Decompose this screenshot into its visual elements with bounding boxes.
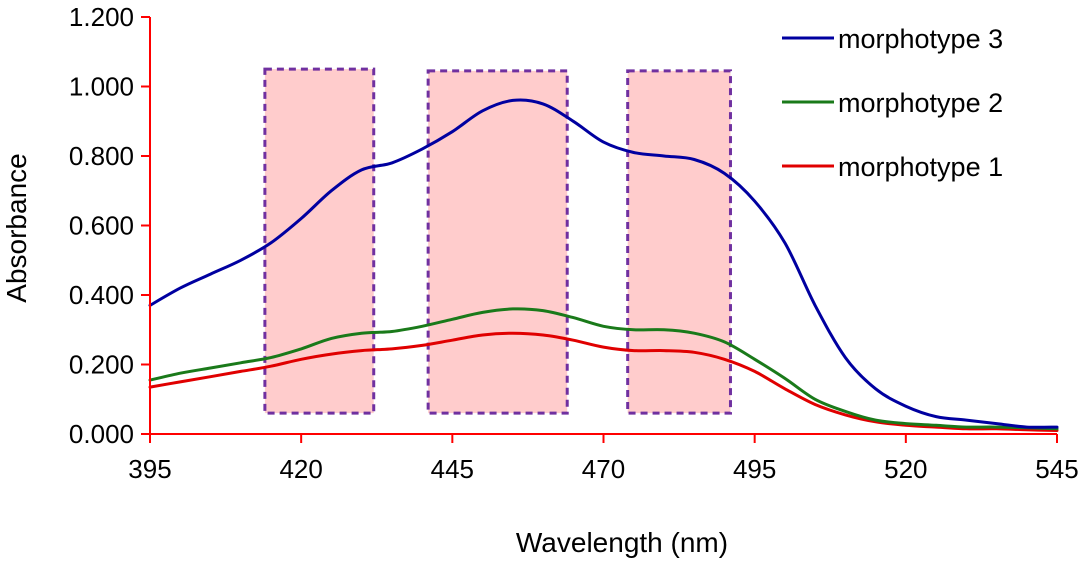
x-tick-label-495: 495 bbox=[733, 454, 776, 484]
shaded-box-2 bbox=[426, 69, 569, 415]
series-line-morphotype-1 bbox=[148, 331, 1059, 432]
x-tick-label-520: 520 bbox=[884, 454, 927, 484]
legend-label-morphotype-3: morphotype 3 bbox=[838, 24, 1003, 54]
x-ticks: 395 420 445 470 495 520 545 bbox=[128, 434, 1079, 484]
series-line-morphotype-2 bbox=[148, 307, 1059, 431]
series-line-morphotype-3 bbox=[148, 98, 1059, 429]
y-axis-title: Absorbance bbox=[1, 153, 32, 302]
legend: morphotype 3 morphotype 2 morphotype 1 bbox=[782, 24, 1003, 182]
x-axis-title: Wavelength (nm) bbox=[516, 527, 728, 558]
y-tick-label-1.000: 1.000 bbox=[69, 72, 134, 102]
legend-label-morphotype-1: morphotype 1 bbox=[838, 152, 1003, 182]
x-tick-label-470: 470 bbox=[582, 454, 625, 484]
y-tick-label-0.000: 0.000 bbox=[69, 419, 134, 449]
series-lines bbox=[148, 98, 1059, 432]
x-tick-label-395: 395 bbox=[128, 454, 171, 484]
y-tick-label-0.400: 0.400 bbox=[69, 280, 134, 310]
x-tick-label-545: 545 bbox=[1035, 454, 1078, 484]
shaded-box-1 bbox=[263, 67, 376, 415]
y-ticks: 0.000 0.200 0.400 0.600 0.800 1.000 1.200 bbox=[69, 2, 150, 449]
shaded-box-3 bbox=[626, 69, 732, 415]
legend-label-morphotype-2: morphotype 2 bbox=[838, 88, 1003, 118]
y-tick-label-1.200: 1.200 bbox=[69, 2, 134, 32]
y-tick-label-0.200: 0.200 bbox=[69, 350, 134, 380]
x-tick-label-420: 420 bbox=[279, 454, 322, 484]
shaded-regions bbox=[263, 67, 732, 415]
y-tick-label-0.600: 0.600 bbox=[69, 211, 134, 241]
y-tick-label-0.800: 0.800 bbox=[69, 141, 134, 171]
x-tick-label-445: 445 bbox=[431, 454, 474, 484]
